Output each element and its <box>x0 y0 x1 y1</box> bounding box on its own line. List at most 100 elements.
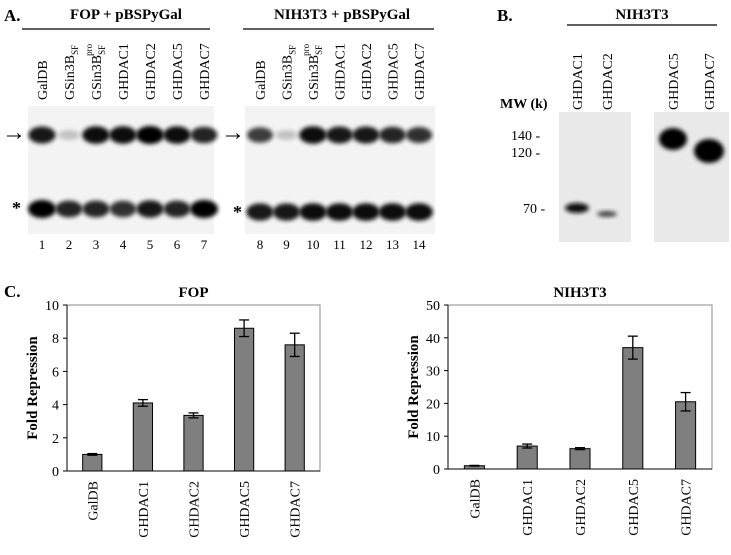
lower-band-left-4 <box>109 200 137 218</box>
mw-marker-70: 70 - <box>523 202 546 217</box>
y-tick-label: 10 <box>426 430 440 445</box>
bar-galdb <box>82 453 103 472</box>
panel-b-label: B. <box>497 6 513 25</box>
lane-label-left-2: GSin3BSF <box>63 45 80 100</box>
lower-band-left-2 <box>55 200 83 218</box>
bands-left <box>28 126 218 218</box>
panel-a-left-title: FOP + pBSPyGal <box>70 7 182 23</box>
mw-label: MW (k) <box>500 97 548 112</box>
bar-ghdac2 <box>183 414 204 472</box>
lower-band-left-1 <box>28 200 56 218</box>
star-marker-right: * <box>233 202 242 222</box>
mw-marker-140: 140 - <box>511 129 541 144</box>
lane-number-3: 3 <box>93 237 100 252</box>
bar-ghdac1 <box>516 445 538 470</box>
lane-label-left-6: GHDAC5 <box>171 43 186 100</box>
lane-label-right-6: GHDAC5 <box>387 43 402 100</box>
band-ghdac7 <box>694 139 724 163</box>
x-tick-label-galdb: GalDB <box>468 479 483 519</box>
lane-number-6: 6 <box>174 237 181 252</box>
chart-nih3t3: NIH3T3 0 10 20 30 40 50 Fold Repression GalDB GHD… <box>406 285 713 536</box>
lower-band-right-7 <box>405 203 433 221</box>
lane-number-10: 10 <box>307 237 320 252</box>
chart-title: NIH3T3 <box>553 285 606 301</box>
x-tick-label-ghdac5: GHDAC5 <box>627 479 642 536</box>
lane-label-right-3: GSin3BSFpro <box>301 43 324 100</box>
lane-label-left-4: GHDAC1 <box>117 43 132 100</box>
upper-band-left-7 <box>190 126 218 144</box>
lane-label-right-7: GHDAC7 <box>413 43 428 100</box>
lower-band-left-6 <box>163 200 191 218</box>
lane-number-14: 14 <box>413 237 427 252</box>
x-tick-label-ghdac7: GHDAC7 <box>680 479 695 536</box>
upper-band-right-4 <box>325 126 354 144</box>
lane-label-right-4: GHDAC1 <box>334 43 349 100</box>
y-tick-label: 6 <box>52 365 59 380</box>
lane-label-b-ghdac2: GHDAC2 <box>601 53 616 110</box>
upper-band-left-5 <box>136 126 164 144</box>
plot-frame <box>447 304 713 470</box>
bar-ghdac1 <box>132 402 154 472</box>
lane-number-12: 12 <box>360 237 373 252</box>
lane-number-9: 9 <box>283 237 290 252</box>
upper-band-right-2 <box>275 130 298 140</box>
band-ghdac2 <box>597 211 617 217</box>
lane-labels-b: GHDAC1 GHDAC2 GHDAC5 GHDAC7 <box>571 53 718 110</box>
lower-band-right-1 <box>246 203 274 221</box>
upper-band-right-6 <box>379 126 406 144</box>
arrow-marker-right: → <box>221 120 245 146</box>
x-tick-label-ghdac2: GHDAC2 <box>574 479 589 536</box>
panel-a-right-title: NIH3T3 + pBSPyGal <box>274 7 410 23</box>
x-tick-label-ghdac1: GHDAC1 <box>521 479 536 536</box>
lower-band-right-3 <box>299 203 327 221</box>
lane-label-right-5: GHDAC2 <box>360 43 375 100</box>
lane-label-left-3: GSin3BSFpro <box>84 43 107 100</box>
upper-band-right-1 <box>247 127 273 143</box>
band-ghdac5 <box>659 128 687 150</box>
y-axis-label: Fold Repression <box>406 335 422 439</box>
lane-number-7: 7 <box>201 237 208 252</box>
band-ghdac1 <box>565 203 589 213</box>
y-tick-label: 2 <box>52 432 59 447</box>
y-tick-label: 20 <box>426 397 440 412</box>
lower-band-right-4 <box>325 203 354 221</box>
panel-a-label: A. <box>4 6 21 25</box>
y-tick-label: 50 <box>426 299 440 314</box>
lower-band-right-2 <box>272 203 301 221</box>
lane-label-b-ghdac1: GHDAC1 <box>571 53 586 110</box>
chart-fop: FOP 0 2 4 6 8 10 Fold Repression GalDB GHDAC1 GHDA… <box>25 285 321 538</box>
lane-number-2: 2 <box>66 237 73 252</box>
lane-label-right-2: GSin3BSF <box>281 45 298 100</box>
lane-label-left-7: GHDAC7 <box>198 43 213 100</box>
y-tick-label: 4 <box>52 399 59 414</box>
blot-b1 <box>559 112 631 242</box>
lower-band-left-3 <box>82 200 110 218</box>
mw-marker-120: 120 - <box>511 146 541 161</box>
upper-band-right-7 <box>405 127 433 143</box>
bands-right <box>246 126 433 221</box>
bands-b <box>565 128 724 217</box>
lane-numbers-left: 1 2 3 4 5 6 7 <box>39 237 208 252</box>
lane-label-left-5: GHDAC2 <box>144 43 159 100</box>
upper-band-right-5 <box>352 126 380 144</box>
y-tick-label: 10 <box>45 299 59 314</box>
y-tick-label: 30 <box>426 365 440 380</box>
lane-number-1: 1 <box>39 237 46 252</box>
star-marker-left: * <box>12 198 21 218</box>
x-tick-label-ghdac5: GHDAC5 <box>238 481 253 538</box>
bar-ghdac5 <box>622 347 644 470</box>
lower-band-left-7 <box>190 200 218 218</box>
panel-b-title: NIH3T3 <box>615 7 668 23</box>
lane-number-8: 8 <box>257 237 264 252</box>
upper-band-left-1 <box>28 126 56 144</box>
chart-title: FOP <box>179 285 209 301</box>
upper-band-left-2 <box>58 130 80 140</box>
y-axis-label: Fold Repression <box>25 336 41 440</box>
upper-band-right-3 <box>299 126 327 144</box>
lower-band-right-5 <box>352 203 380 221</box>
y-tick-label: 40 <box>426 332 440 347</box>
lane-label-right-1: GalDB <box>254 60 269 100</box>
lane-number-13: 13 <box>386 237 399 252</box>
